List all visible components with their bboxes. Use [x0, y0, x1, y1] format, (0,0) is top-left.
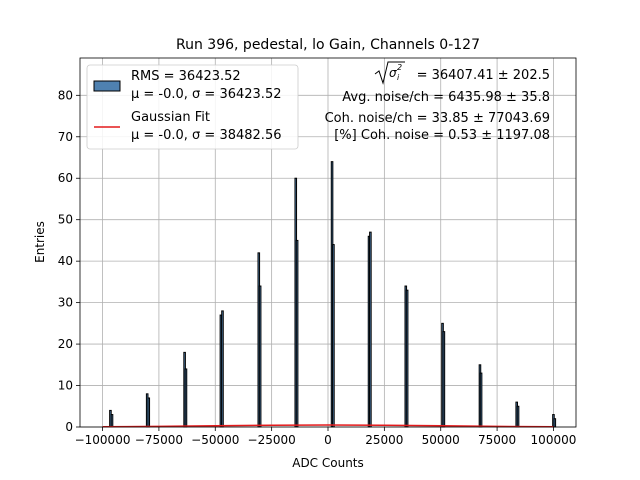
legend-hist-line1: RMS = 36423.52 — [131, 69, 241, 84]
x-tick-label: 50000 — [422, 433, 460, 447]
x-tick-label: −100000 — [75, 433, 131, 447]
histogram-bar — [369, 231, 372, 428]
x-tick-label: 25000 — [365, 433, 403, 447]
gaussian-fit-line — [102, 424, 554, 428]
y-tick-label: 80 — [58, 88, 73, 102]
y-tick-label: 70 — [58, 130, 73, 144]
svg-text:i: i — [397, 73, 400, 82]
histogram-bar — [110, 414, 114, 428]
x-tick-label: 75000 — [478, 433, 516, 447]
sqrt-sigma-value: = 36407.41 ± 202.5 — [417, 68, 550, 83]
y-axis-label: Entries — [33, 221, 47, 263]
noise-annotations: σ 2 i = 36407.41 ± 202.5 Avg. noise/ch =… — [325, 61, 550, 143]
histogram-bar — [258, 285, 262, 428]
x-tick-label: −25000 — [248, 433, 296, 447]
x-tick-label: 100000 — [531, 433, 577, 447]
y-tick-label: 50 — [58, 213, 73, 227]
histogram-bar — [479, 372, 483, 428]
x-axis-label: ADC Counts — [292, 456, 364, 470]
legend-hist-line2: μ = -0.0, σ = 36423.52 — [131, 87, 281, 102]
grid-lines — [80, 58, 576, 428]
y-tick-label: 60 — [58, 171, 73, 185]
svg-text:σ: σ — [389, 66, 397, 80]
y-tick-label: 20 — [58, 337, 73, 351]
legend-fit-line1: Gaussian Fit — [131, 110, 210, 125]
y-tick-label: 10 — [58, 379, 73, 393]
x-tick-label: −75000 — [135, 433, 183, 447]
sqrt-sigma-symbol: σ 2 i — [374, 61, 405, 85]
histogram-bar — [184, 368, 188, 428]
x-axis-ticks: −100000 −75000 −50000 −25000 0 25000 50000 7500… — [75, 427, 577, 447]
histogram-bar — [295, 239, 299, 428]
y-tick-label: 40 — [58, 254, 73, 268]
pct-coh-noise-text: [%] Coh. noise = 0.53 ± 1197.08 — [334, 128, 550, 143]
histogram-bar — [442, 331, 446, 428]
svg-text:2: 2 — [397, 63, 402, 72]
histogram-bar — [405, 289, 409, 428]
avg-noise-text: Avg. noise/ch = 6435.98 ± 35.8 — [342, 90, 550, 105]
histogram-bar — [553, 418, 557, 428]
y-axis-ticks: 0 10 20 30 40 50 60 70 80 — [58, 88, 80, 434]
chart-title: Run 396, pedestal, lo Gain, Channels 0-1… — [176, 37, 480, 53]
histogram-bar — [147, 397, 151, 428]
y-tick-label: 30 — [58, 296, 73, 310]
legend-hist-swatch — [93, 80, 121, 92]
y-tick-label: 0 — [65, 420, 73, 434]
histogram-bar — [221, 310, 224, 428]
x-tick-label: 0 — [324, 433, 332, 447]
legend-fit-line2: μ = -0.0, σ = 38482.56 — [131, 128, 281, 143]
legend: RMS = 36423.52 μ = -0.0, σ = 36423.52 Ga… — [86, 64, 299, 150]
legend-box — [86, 64, 299, 150]
histogram-bar — [332, 244, 335, 428]
coh-noise-text: Coh. noise/ch = 33.85 ± 77043.69 — [325, 111, 550, 126]
x-tick-label: −50000 — [191, 433, 239, 447]
histogram-bar — [516, 405, 520, 428]
